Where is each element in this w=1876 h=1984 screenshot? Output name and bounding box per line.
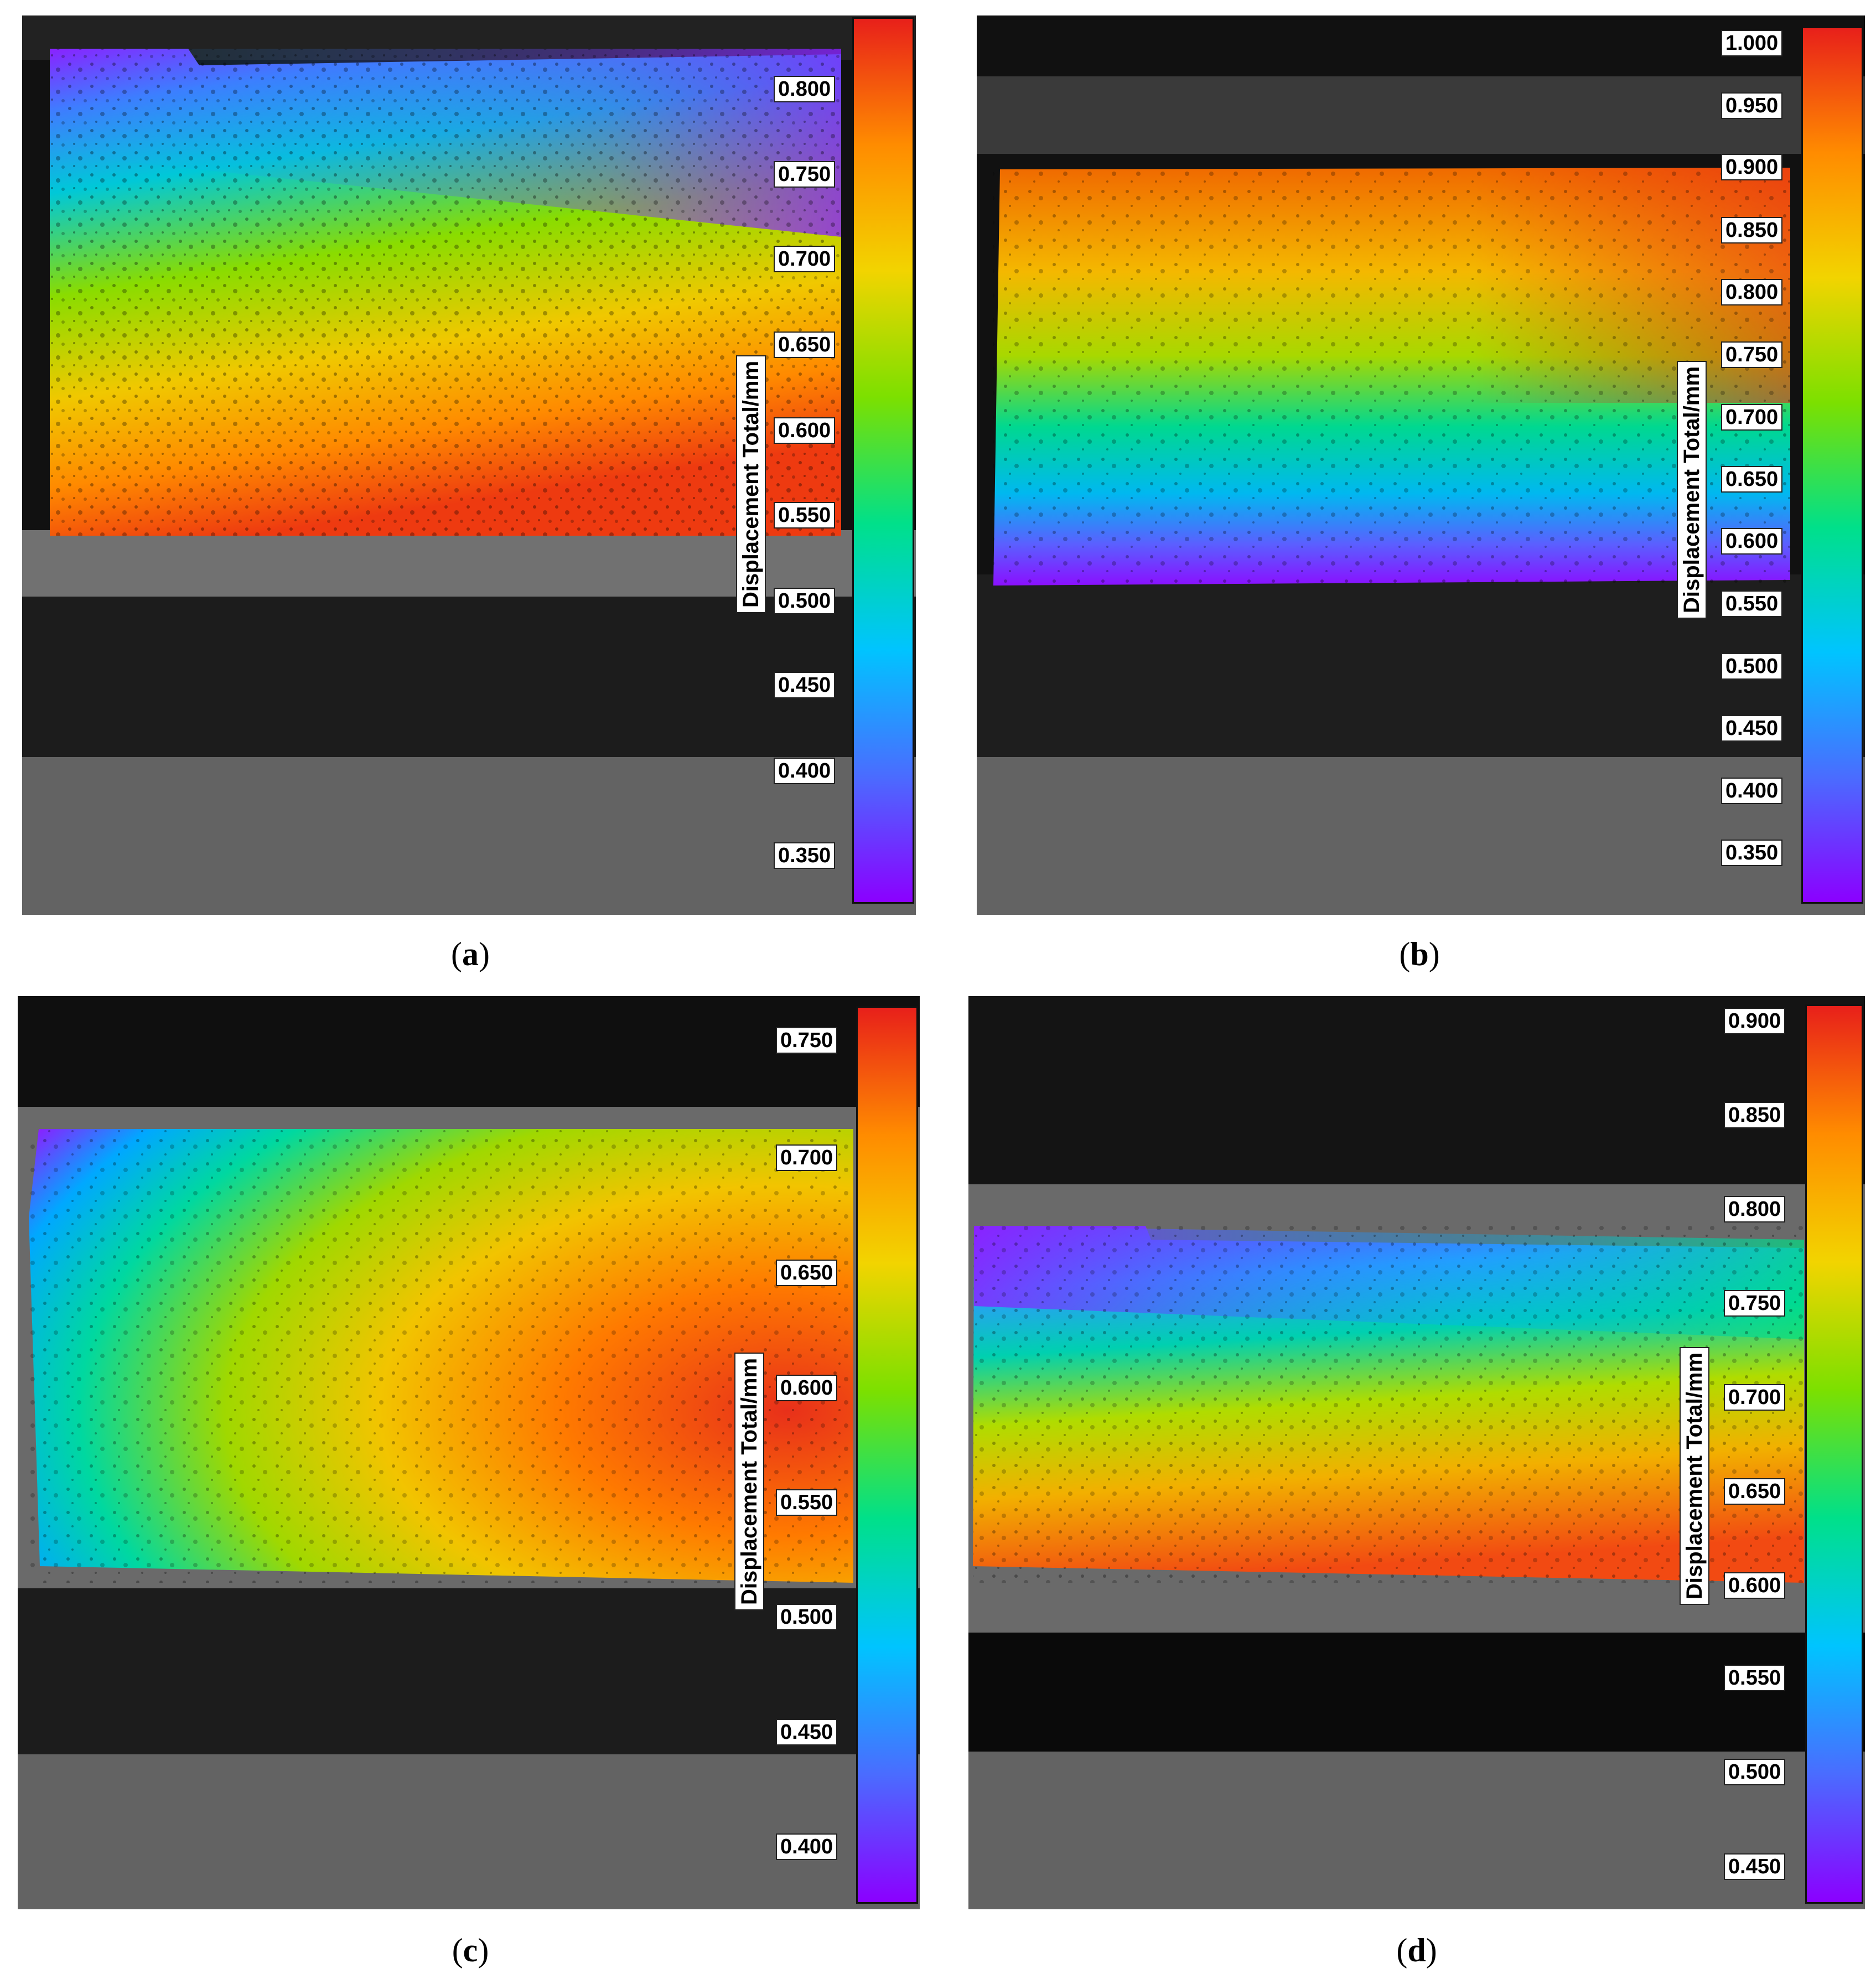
tick-label: 0.700 [774,246,836,272]
panel-b: Displacement Total/mm 1.000 0.950 0.900 … [977,15,1865,915]
tick-label: 0.550 [1724,1665,1786,1691]
tick-label: 0.700 [776,1144,838,1171]
tick-label: 0.900 [1724,1008,1786,1034]
tick-label: 0.500 [1721,653,1783,680]
panel-a-image [22,15,916,915]
tick-label: 0.750 [1724,1290,1786,1317]
tick-label: 0.450 [1721,715,1783,742]
tick-label: 0.400 [1721,778,1783,804]
tick-label: 0.550 [1721,590,1783,617]
colorbar-a [852,17,914,904]
tick-label: 0.600 [774,417,836,444]
tick-label: 0.500 [774,588,836,614]
tick-label: 0.600 [776,1375,838,1401]
tick-label: 0.700 [1724,1384,1786,1411]
tick-label: 0.650 [774,331,836,358]
tick-label: 0.450 [774,672,836,698]
tick-label: 0.900 [1721,154,1783,180]
colorbar-label-d: Displacement Total/mm [1680,1346,1709,1605]
colorbar-label-a: Displacement Total/mm [736,355,766,613]
tick-label: 0.950 [1721,92,1783,119]
tick-label: 0.850 [1721,217,1783,244]
tick-label: 0.450 [776,1719,838,1745]
tick-label: 0.650 [776,1260,838,1286]
tick-label: 0.800 [1721,279,1783,305]
colorbar-label-b: Displacement Total/mm [1677,360,1707,619]
caption-d: (d) [1396,1932,1437,1969]
panel-c-image [18,996,920,1909]
tick-label: 0.500 [1724,1759,1786,1785]
tick-label: 0.350 [774,842,836,869]
tick-label: 0.750 [776,1027,838,1054]
tick-label: 0.500 [776,1604,838,1630]
tick-label: 0.600 [1724,1572,1786,1599]
panel-b-image [977,15,1865,915]
tick-label: 0.750 [1721,341,1783,368]
panel-a: Displacement Total/mm 0.800 0.750 0.700 … [22,15,916,915]
tick-label: 0.750 [774,161,836,188]
colorbar-d [1805,1004,1863,1904]
tick-label: 0.800 [1724,1196,1786,1222]
tick-label: 0.700 [1721,404,1783,431]
caption-b: (b) [1399,936,1440,972]
tick-label: 1.000 [1721,30,1783,56]
colorbar-c [856,1006,918,1904]
caption-c: (c) [452,1932,489,1969]
colorbar-b [1801,27,1863,904]
tick-label: 0.800 [774,76,836,102]
tick-label: 0.600 [1721,528,1783,555]
panel-d: Displacement Total/mm 0.900 0.850 0.800 … [968,996,1865,1909]
tick-label: 0.650 [1721,466,1783,493]
panel-d-image [968,996,1865,1909]
tick-label: 0.350 [1721,840,1783,866]
panel-c: Displacement Total/mm 0.750 0.700 0.650 … [18,996,920,1909]
tick-label: 0.650 [1724,1478,1786,1505]
caption-a: (a) [451,936,490,972]
tick-label: 0.550 [776,1489,838,1516]
tick-label: 0.400 [774,758,836,784]
tick-label: 0.550 [774,502,836,529]
colorbar-label-c: Displacement Total/mm [734,1352,764,1610]
tick-label: 0.400 [776,1833,838,1860]
tick-label: 0.850 [1724,1102,1786,1128]
tick-label: 0.450 [1724,1853,1786,1880]
